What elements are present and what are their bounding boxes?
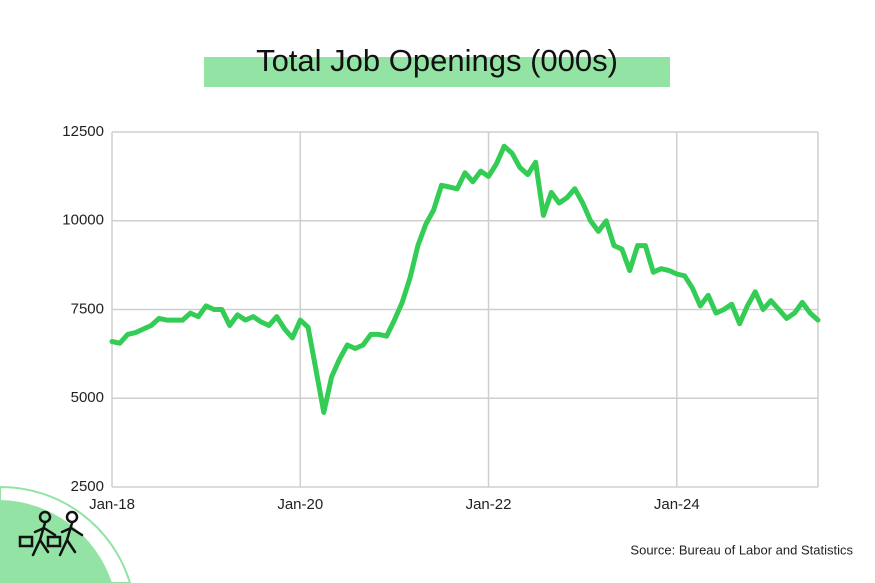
y-tick-label: 7500 (71, 300, 104, 317)
y-tick-label: 2500 (71, 478, 104, 495)
logo (0, 485, 132, 583)
y-tick-label: 12500 (62, 123, 104, 140)
chart-title: Total Job Openings (000s) (256, 43, 618, 78)
y-tick-label: 10000 (62, 212, 104, 229)
x-tick-label: Jan-20 (277, 496, 323, 513)
source-note: Source: Bureau of Labor and Statistics (630, 542, 853, 557)
x-tick-label: Jan-22 (466, 496, 512, 513)
data-line (109, 143, 821, 415)
x-tick-label: Jan-24 (654, 496, 700, 513)
x-tick-label: Jan-18 (89, 496, 135, 513)
title-highlight (204, 57, 670, 87)
y-tick-label: 5000 (71, 389, 104, 406)
